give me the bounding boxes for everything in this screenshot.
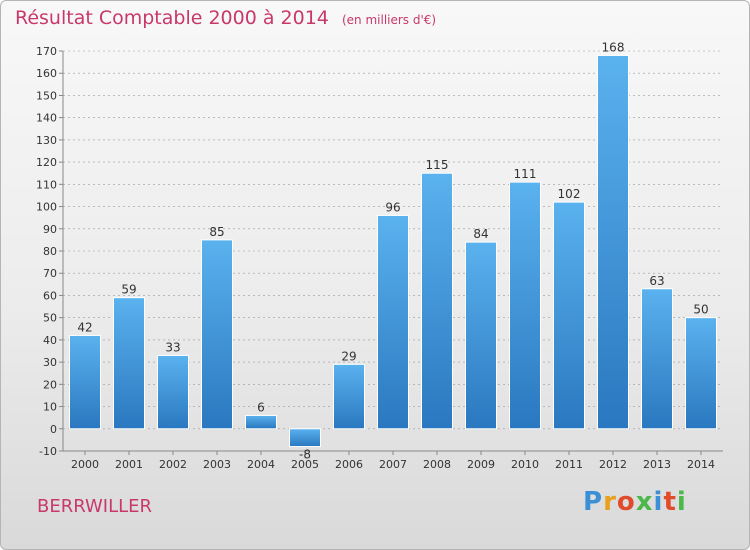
data-label: 168 (602, 40, 625, 54)
brand-letter: r (603, 487, 617, 517)
bar (597, 54, 629, 430)
x-tick-label: 2008 (423, 458, 451, 471)
x-tick-label: 2006 (335, 458, 363, 471)
data-label: 85 (209, 225, 224, 239)
bar (157, 354, 189, 430)
y-tick-label: 140 (36, 112, 57, 125)
data-label: -8 (299, 448, 311, 462)
y-tick-label: 110 (36, 178, 57, 191)
x-tick-label: 2002 (159, 458, 187, 471)
data-label: 96 (385, 200, 400, 214)
title-block: Résultat Comptable 2000 à 2014 (en milli… (15, 7, 436, 29)
y-tick-label: 10 (43, 401, 57, 414)
data-label: 6 (257, 400, 265, 414)
y-tick-label: 40 (43, 334, 57, 347)
bar (289, 428, 321, 448)
chart-title: Résultat Comptable 2000 à 2014 (15, 7, 329, 29)
data-label: 33 (165, 340, 180, 354)
x-tick-label: 2005 (291, 458, 319, 471)
data-label: 59 (121, 283, 136, 297)
bar (333, 363, 365, 430)
brand-letter: x (635, 487, 654, 517)
bar (113, 297, 145, 430)
x-tick-label: 2010 (511, 458, 539, 471)
x-tick-label: 2011 (555, 458, 583, 471)
y-tick-label: 120 (36, 156, 57, 169)
y-tick-label: 50 (43, 312, 57, 325)
bar (465, 241, 497, 430)
y-tick-label: 60 (43, 289, 57, 302)
y-tick-label: 80 (43, 245, 57, 258)
x-tick-label: 2007 (379, 458, 407, 471)
x-tick-label: 2000 (71, 458, 99, 471)
bar (69, 334, 101, 430)
data-label: 50 (693, 303, 708, 317)
x-tick-label: 2004 (247, 458, 275, 471)
data-label: 63 (649, 274, 664, 288)
y-tick-label: 170 (36, 45, 57, 58)
brand-letter: i (676, 487, 687, 517)
bars (69, 54, 717, 448)
y-tick-label: 30 (43, 356, 57, 369)
y-tick-label: 150 (36, 89, 57, 102)
bar (201, 239, 233, 430)
data-label: 29 (341, 349, 356, 363)
bar (685, 317, 717, 430)
brand-letter: i (653, 487, 664, 517)
bar (245, 414, 277, 430)
bar (641, 288, 673, 430)
bar (509, 181, 541, 430)
data-label: 111 (514, 167, 537, 181)
bar (377, 214, 409, 430)
x-tick-label: 2012 (599, 458, 627, 471)
data-label: 115 (426, 158, 449, 172)
x-tick-label: 2013 (643, 458, 671, 471)
x-tick-label: 2003 (203, 458, 231, 471)
labels: -10 0 10 20 30 40 50 60 70 80 90 100 110 120 130 140 150… (36, 40, 715, 471)
x-tick-label: 2001 (115, 458, 143, 471)
commune-name: BERRWILLER (37, 496, 153, 517)
brand-letter: P (583, 487, 604, 517)
data-label: 84 (473, 227, 488, 241)
data-label: 102 (558, 187, 581, 201)
y-tick-label: 70 (43, 267, 57, 280)
y-tick-label: 0 (50, 423, 57, 436)
y-tick-label: 20 (43, 378, 57, 391)
axes (59, 50, 723, 455)
x-tick-label: 2014 (687, 458, 715, 471)
bar (421, 172, 453, 430)
y-tick-label: 90 (43, 223, 57, 236)
chart-subtitle: (en milliers d'€) (341, 13, 437, 27)
bar (553, 201, 585, 430)
brand-letter: t (663, 487, 677, 517)
x-tick-label: 2009 (467, 458, 495, 471)
y-tick-label: -10 (39, 445, 57, 458)
y-tick-label: 100 (36, 201, 57, 214)
y-tick-label: 160 (36, 67, 57, 80)
data-label: 42 (77, 320, 92, 334)
y-tick-label: 130 (36, 134, 57, 147)
brand-letter: o (616, 487, 636, 517)
brand-logo: Proxiti (583, 487, 687, 517)
